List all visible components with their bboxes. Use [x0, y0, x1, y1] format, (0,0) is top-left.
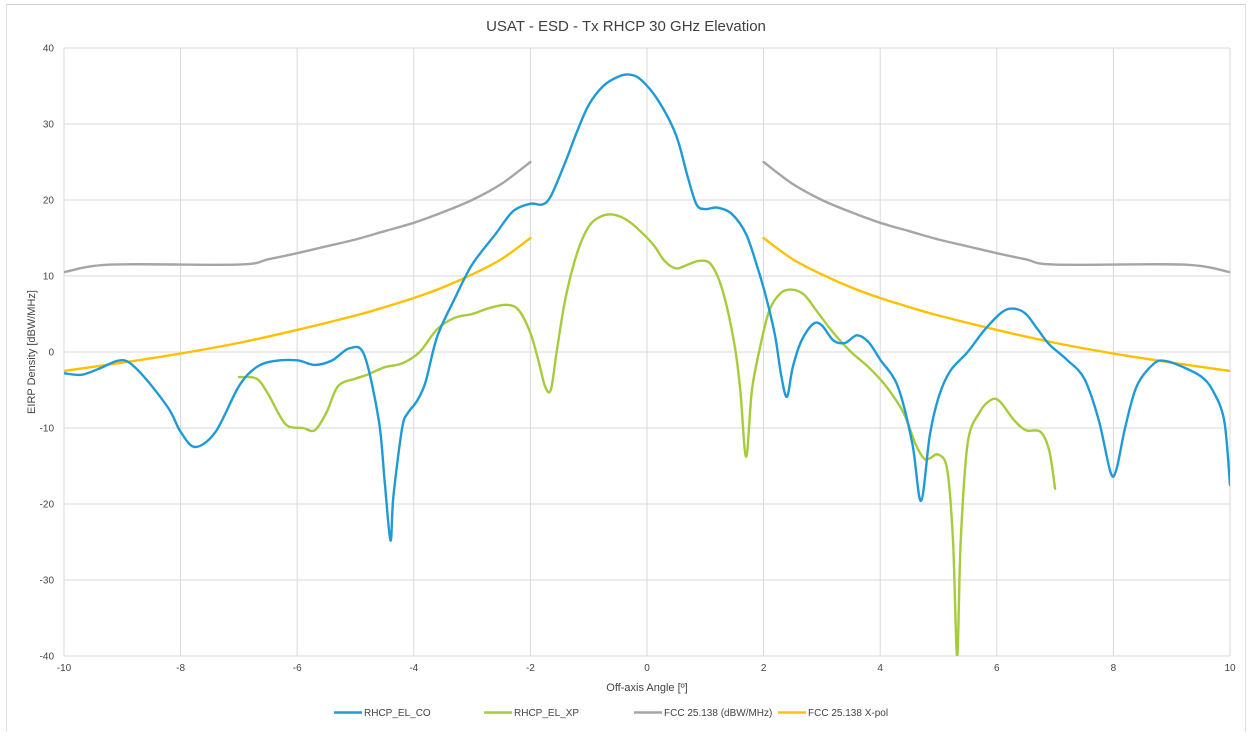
x-tick-label: -2	[526, 663, 535, 674]
x-tick-label: 0	[644, 663, 650, 674]
y-tick-label: -30	[40, 576, 55, 587]
y-tick-label: 30	[43, 120, 55, 131]
x-tick-label: 2	[761, 663, 767, 674]
legend: RHCP_EL_CO RHCP_EL_XP FCC 25.138 (dBW/MHz)…	[334, 708, 888, 719]
y-tick-label: -40	[40, 652, 55, 663]
y-tick-label: 0	[48, 348, 54, 359]
series-line-fcc-25-138-dbw-mhz	[64, 160, 1230, 274]
series-line-rhcp-el-co	[64, 73, 1230, 542]
x-tick-label: -6	[293, 663, 302, 674]
y-tick-label: 20	[43, 196, 55, 207]
y-tick-label: 40	[43, 44, 55, 55]
y-tick-label: -20	[40, 500, 55, 511]
legend-label: RHCP_EL_CO	[364, 708, 431, 719]
legend-label: FCC 25.138 (dBW/MHz)	[664, 708, 772, 719]
chart-frame	[6, 4, 1246, 732]
x-tick-label: -8	[176, 663, 185, 674]
legend-label: FCC 25.138 X-pol	[808, 708, 888, 719]
chart-title: USAT - ESD - Tx RHCP 30 GHz Elevation	[486, 18, 766, 35]
x-tick-label: 8	[1111, 663, 1117, 674]
x-tick-label: -10	[57, 663, 72, 674]
y-tick-label: 10	[43, 272, 55, 283]
series-line-fcc-25-138-x-pol	[64, 236, 1230, 373]
x-tick-label: 6	[994, 663, 1000, 674]
x-axis-label: Off-axis Angle [º]	[606, 682, 687, 694]
x-tick-label: 4	[877, 663, 883, 674]
series-line-rhcp-el-xp	[237, 213, 1057, 656]
series-lines	[64, 73, 1230, 656]
y-axis-label: EIRP Density [dBW/MHz]	[26, 290, 38, 414]
legend-label: RHCP_EL_XP	[514, 708, 579, 719]
grid	[63, 47, 1231, 657]
x-tick-label: -4	[409, 663, 418, 674]
y-tick-label: -10	[40, 424, 55, 435]
x-tick-label: 10	[1224, 663, 1236, 674]
